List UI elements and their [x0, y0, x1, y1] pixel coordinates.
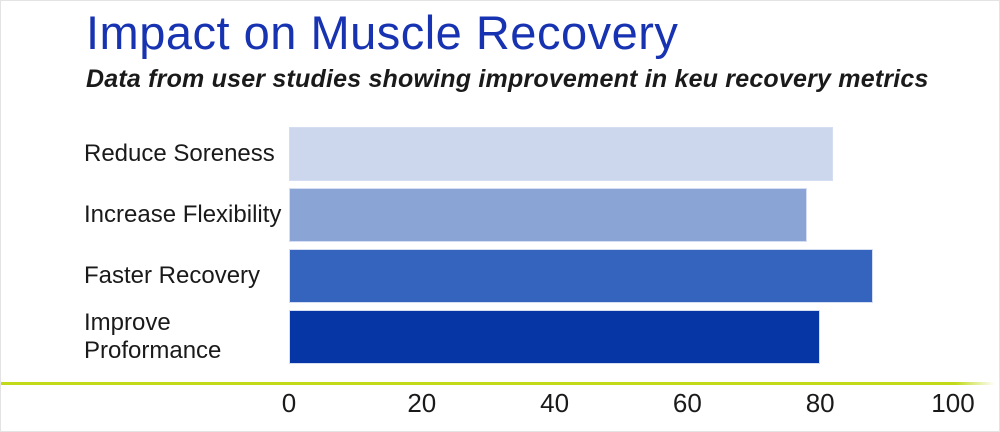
bar — [289, 309, 821, 364]
chart-title: Impact on Muscle Recovery — [86, 6, 679, 59]
x-tick-label: 0 — [281, 388, 297, 418]
bar-row — [289, 123, 953, 184]
category-labels: Reduce Soreness Increase Flexibility Faste… — [84, 123, 294, 367]
x-tick-label: 100 — [931, 388, 975, 418]
category-label: Faster Recovery — [84, 261, 261, 289]
x-tick-label: 40 — [540, 388, 570, 418]
category-label: Reduce Soreness — [84, 139, 275, 167]
bar-row — [289, 245, 953, 306]
x-tick-label: 20 — [407, 388, 437, 418]
bar — [289, 126, 834, 181]
x-axis-line — [1, 382, 995, 385]
bar — [289, 248, 874, 303]
x-tick-label: 80 — [805, 388, 835, 418]
category-label: Improve Proformance — [84, 308, 222, 364]
x-tick-label: 60 — [672, 388, 702, 418]
category-label: Increase Flexibility — [84, 200, 282, 228]
chart-subtitle: Data from user studies showing improveme… — [86, 65, 929, 93]
bar-row — [289, 306, 953, 367]
bar-row — [289, 184, 953, 245]
bars-area — [289, 123, 953, 367]
bar — [289, 187, 807, 242]
x-axis-ticks: 0 20 40 60 80 100 — [282, 388, 975, 418]
